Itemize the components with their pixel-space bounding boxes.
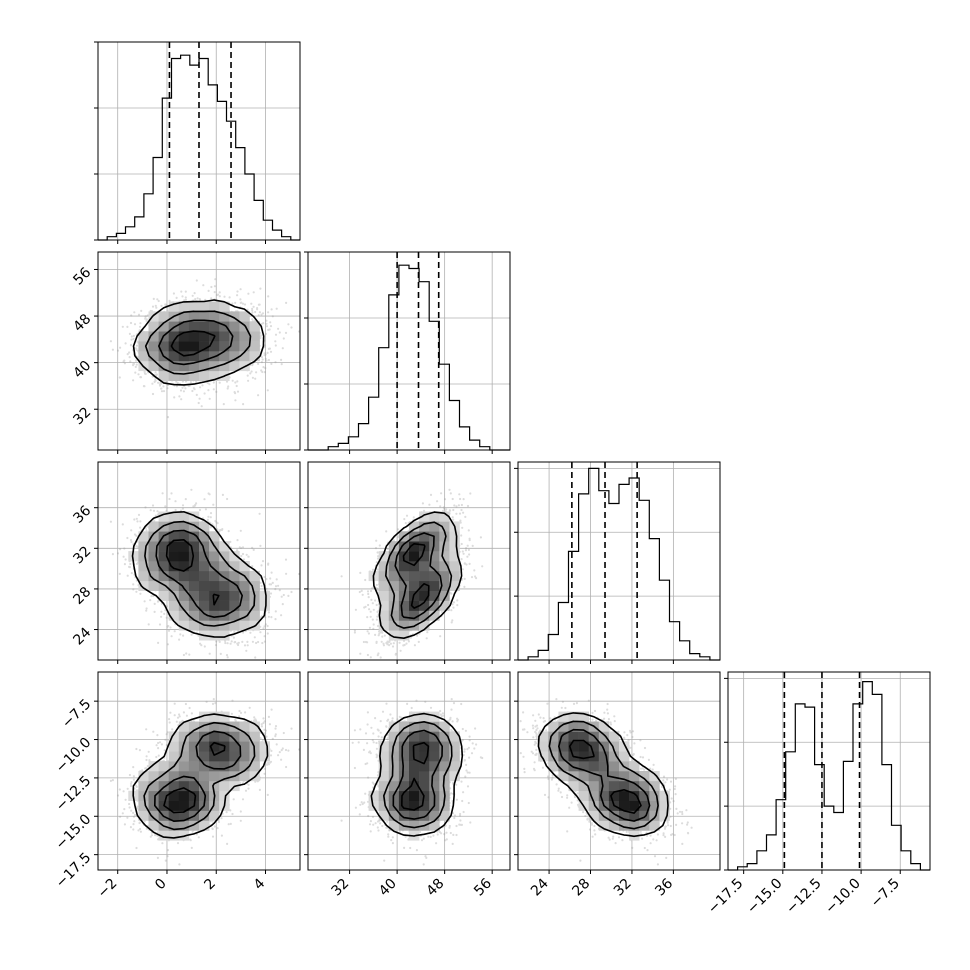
- hist-panel-2: [514, 461, 721, 664]
- y-tick-label: −15.0: [53, 811, 95, 853]
- histogram-steps: [308, 264, 510, 451]
- contour-line: [132, 713, 269, 839]
- hist-panel-1: [304, 251, 511, 454]
- x-tick-label: 32: [611, 876, 635, 900]
- contour-line: [385, 521, 453, 629]
- y-tick-label: 36: [70, 503, 94, 527]
- panel-frame: [727, 671, 931, 871]
- x-tick-label: 4: [251, 875, 269, 893]
- contour-line: [383, 721, 453, 829]
- x-tick-label: 36: [652, 875, 676, 899]
- contour-line: [537, 712, 669, 838]
- contour-line: [143, 721, 256, 831]
- x-tick-label: 40: [376, 876, 400, 900]
- y-tick-label: 56: [70, 264, 94, 288]
- x-tick-label: −17.5: [705, 876, 747, 918]
- y-tick-label: 32: [70, 404, 94, 428]
- y-tick-label: −12.5: [53, 773, 95, 815]
- x-tick-label: −2: [95, 876, 121, 902]
- y-tick-label: −7.5: [59, 696, 94, 731]
- histogram-steps: [728, 681, 930, 871]
- panel-2-0: [94, 461, 301, 664]
- panel-frame: [97, 41, 301, 241]
- x-tick-label: −10.0: [822, 876, 864, 918]
- panel-3-0: [94, 671, 301, 874]
- contour-line: [154, 730, 242, 822]
- contour-line: [144, 520, 256, 627]
- panel-frame: [97, 461, 301, 661]
- histogram-steps: [98, 54, 300, 241]
- panel-frame: [307, 251, 511, 451]
- panel-frame: [97, 251, 301, 451]
- x-tick-label: 48: [424, 876, 448, 900]
- y-tick-label: −17.5: [53, 850, 95, 892]
- contour-line: [165, 539, 220, 606]
- contour-line: [131, 511, 267, 638]
- panel-frame: [307, 671, 511, 871]
- y-tick-label: 40: [70, 358, 94, 382]
- x-tick-label: 0: [152, 876, 170, 894]
- contour-line: [402, 543, 430, 609]
- y-tick-label: 48: [70, 311, 94, 335]
- panel-1-0: [94, 251, 301, 454]
- contour-line: [401, 741, 430, 811]
- x-tick-label: 2: [201, 876, 219, 894]
- contour-line: [163, 741, 226, 814]
- panel-3-1: [304, 671, 511, 874]
- panel-2-1: [304, 461, 511, 664]
- panel-3-2: [514, 671, 721, 874]
- hist-panel-0: [94, 41, 301, 244]
- contour-line: [158, 319, 234, 366]
- contour-line: [372, 511, 463, 639]
- histogram-steps: [518, 467, 720, 661]
- contour-line: [568, 739, 642, 814]
- y-tick-label: 28: [70, 584, 94, 608]
- contour-line: [132, 299, 265, 386]
- contour-line: [558, 728, 651, 822]
- x-tick-label: 32: [328, 876, 352, 900]
- panel-frame: [517, 671, 721, 871]
- x-tick-label: −12.5: [783, 876, 825, 918]
- panel-frame: [517, 461, 721, 661]
- x-tick-label: −15.0: [744, 876, 786, 918]
- x-tick-label: 28: [569, 876, 593, 900]
- y-tick-label: 32: [70, 543, 94, 567]
- contour-line: [155, 529, 243, 618]
- contour-line: [394, 532, 443, 620]
- contour-line: [548, 720, 659, 830]
- contour-line: [392, 729, 443, 820]
- panel-frame: [97, 671, 301, 871]
- hist-panel-3: [724, 671, 931, 874]
- contour-line: [144, 310, 252, 375]
- contour-line: [370, 712, 464, 837]
- y-tick-label: 24: [70, 625, 94, 649]
- x-tick-label: 24: [528, 875, 552, 899]
- contour-line: [170, 330, 216, 357]
- panel-frame: [307, 461, 511, 661]
- y-tick-label: −10.0: [53, 735, 95, 777]
- x-tick-label: 56: [471, 875, 495, 899]
- x-tick-label: −7.5: [868, 876, 903, 911]
